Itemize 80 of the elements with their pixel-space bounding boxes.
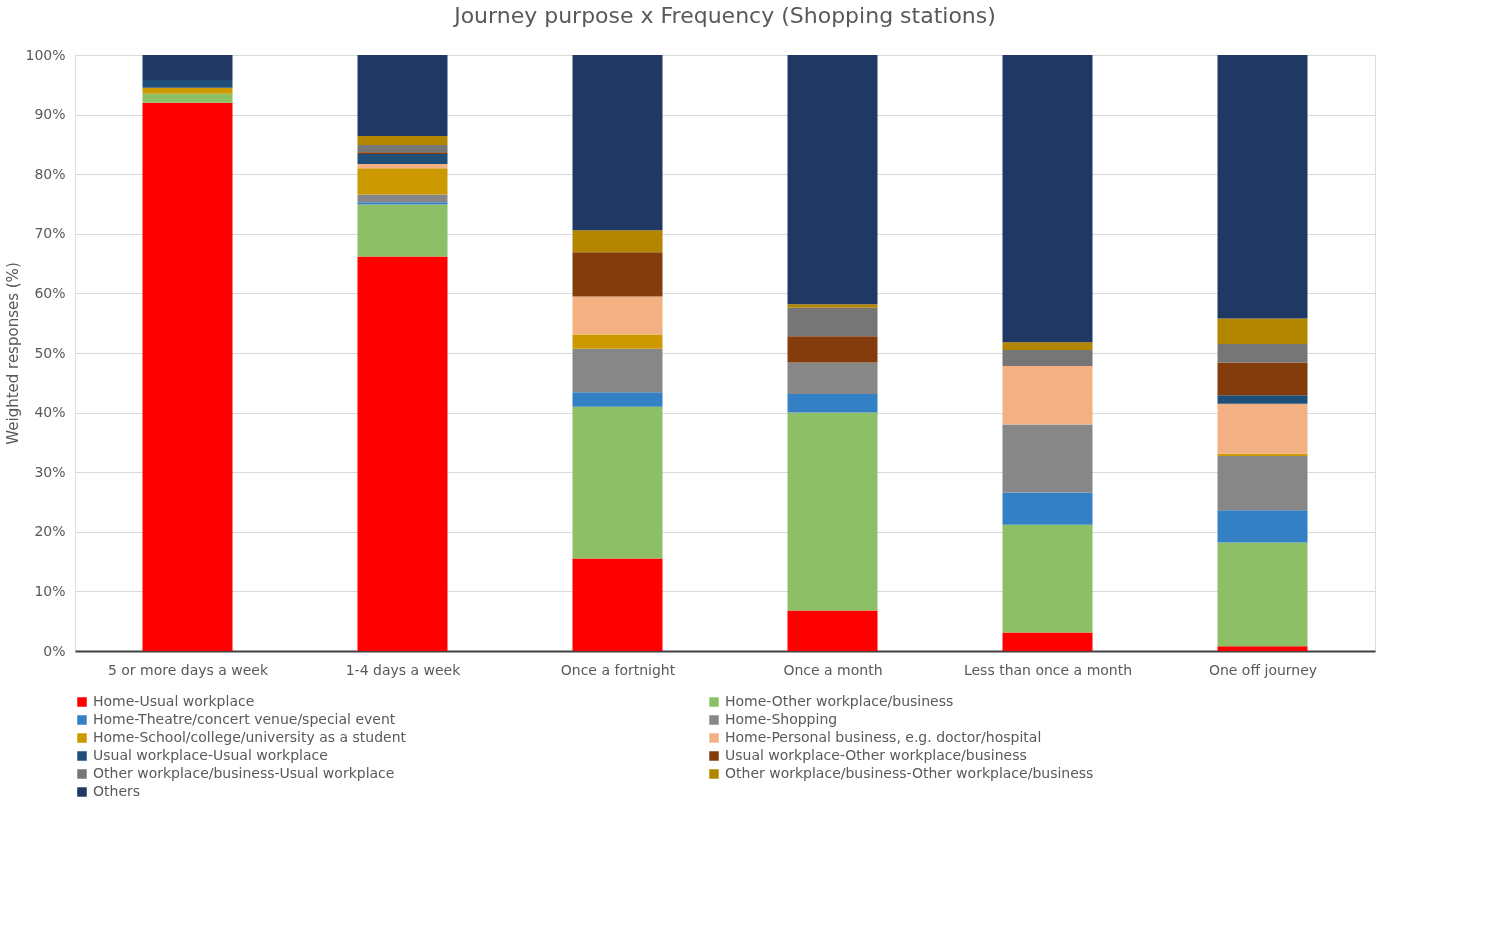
bar xyxy=(1002,492,1093,525)
bar xyxy=(142,93,233,103)
legend-label: Other workplace/business-Other workplace/business xyxy=(725,765,1094,781)
y-tick-label: 10% xyxy=(34,582,66,599)
bar xyxy=(1002,350,1093,367)
bar xyxy=(142,87,233,94)
bar xyxy=(1002,55,1093,343)
bar xyxy=(572,230,663,253)
legend-label: Home-School/college/university as a student xyxy=(93,729,407,745)
bar xyxy=(1002,366,1093,425)
bar xyxy=(357,256,448,651)
bar xyxy=(357,168,448,195)
bar xyxy=(572,392,663,407)
bar xyxy=(1002,424,1093,493)
x-tick-label: Less than once a month xyxy=(963,661,1133,678)
x-tick-label: Once a fortnight xyxy=(560,661,676,678)
y-tick-label: 70% xyxy=(34,225,66,242)
bar xyxy=(787,336,878,363)
legend-label: Other workplace/business-Usual workplace xyxy=(93,765,395,781)
y-tick-label: 60% xyxy=(34,284,66,301)
bar xyxy=(1217,318,1308,345)
bar xyxy=(787,610,878,651)
y-tick-label: 40% xyxy=(34,404,66,421)
bar xyxy=(787,55,878,305)
bar xyxy=(787,394,878,413)
legend-label: Others xyxy=(93,783,141,799)
bar xyxy=(1217,395,1308,404)
bar xyxy=(572,252,663,297)
x-tick-label: 1-4 days a week xyxy=(345,661,462,678)
bar xyxy=(357,136,448,145)
bar xyxy=(142,55,233,81)
bar xyxy=(1217,55,1308,319)
bar xyxy=(787,307,878,337)
bar xyxy=(572,558,663,651)
y-tick-label: 80% xyxy=(34,165,66,182)
legend-label: Home-Theatre/concert venue/special event xyxy=(93,711,396,727)
bar xyxy=(787,412,878,611)
y-axis-title: Weighted responses (%) xyxy=(4,262,23,445)
bar xyxy=(357,204,448,257)
bar xyxy=(1217,362,1308,396)
chart-title: Journey purpose x Frequency (Shopping stations) xyxy=(452,3,996,28)
bar xyxy=(142,102,233,651)
x-tick-label: 5 or more days a week xyxy=(107,661,269,678)
x-tick-label: Once a month xyxy=(783,661,883,678)
y-tick-label: 20% xyxy=(34,523,66,540)
bar xyxy=(1002,632,1093,651)
bar xyxy=(572,348,663,393)
bar xyxy=(1217,403,1308,454)
bar xyxy=(1217,456,1308,511)
bar xyxy=(787,304,878,308)
legend-label: Usual workplace-Usual workplace xyxy=(93,747,328,763)
bar xyxy=(357,164,448,169)
bar xyxy=(357,153,448,165)
y-tick-label: 50% xyxy=(34,344,66,361)
bar xyxy=(1217,510,1308,543)
bar xyxy=(787,362,878,395)
y-tick-label: 0% xyxy=(43,642,66,659)
bar xyxy=(1002,342,1093,351)
bar xyxy=(1217,542,1308,647)
bar xyxy=(572,334,663,349)
bar xyxy=(357,55,448,137)
y-tick-label: 90% xyxy=(34,106,66,123)
legend-label: Home-Shopping xyxy=(725,711,838,727)
y-tick-label: 30% xyxy=(34,463,66,480)
bar xyxy=(142,80,233,88)
bar xyxy=(572,55,663,231)
bar xyxy=(572,406,663,559)
x-tick-label: One off journey xyxy=(1208,661,1318,678)
legend-label: Home-Other workplace/business xyxy=(725,693,954,709)
bar xyxy=(357,194,448,203)
bar xyxy=(1002,524,1093,633)
bar xyxy=(1217,344,1308,363)
bar xyxy=(357,202,448,205)
legend-label: Usual workplace-Other workplace/business xyxy=(725,747,1027,763)
legend-label: Home-Usual workplace xyxy=(93,693,255,709)
y-tick-label: 100% xyxy=(25,46,66,63)
legend-label: Home-Personal business, e.g. doctor/hospital xyxy=(725,729,1042,745)
bar xyxy=(572,296,663,335)
bar xyxy=(1217,646,1308,651)
bar xyxy=(357,145,448,153)
